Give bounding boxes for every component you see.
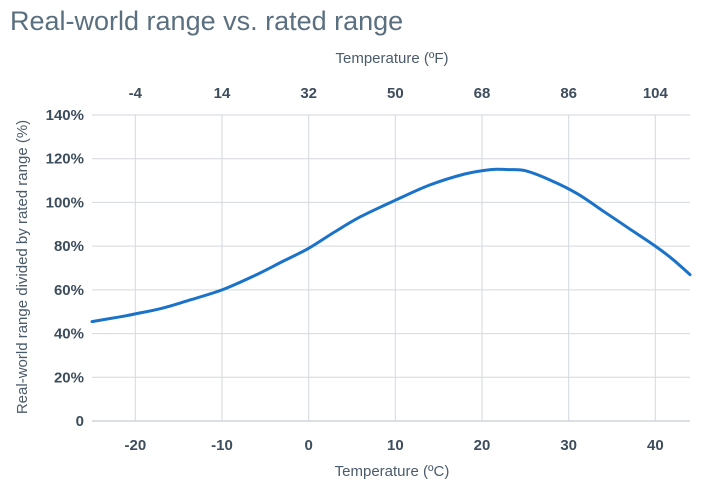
x2-axis-ticks: -4 14 32 50 68 86 104 bbox=[129, 85, 669, 102]
x-tick-label: -20 bbox=[124, 437, 146, 454]
x2-tick-label: 14 bbox=[214, 85, 231, 102]
x-tick-label: 10 bbox=[387, 437, 404, 454]
x-tick-label: 30 bbox=[560, 437, 577, 454]
x2-tick-label: 86 bbox=[560, 85, 577, 102]
x-tick-label: 40 bbox=[647, 437, 664, 454]
y-tick-label: 40% bbox=[54, 326, 84, 343]
x2-tick-label: 68 bbox=[474, 85, 491, 102]
x2-axis-title: Temperature (ºF) bbox=[335, 50, 448, 67]
y-tick-label: 20% bbox=[54, 369, 84, 386]
y-tick-label: 120% bbox=[46, 151, 84, 168]
x-tick-label: 0 bbox=[304, 437, 312, 454]
x2-tick-label: 104 bbox=[643, 85, 669, 102]
x-tick-label: 20 bbox=[474, 437, 491, 454]
grid-lines bbox=[92, 114, 690, 422]
x2-tick-label: 50 bbox=[387, 85, 404, 102]
y-axis-title: Real-world range divided by rated range … bbox=[14, 120, 31, 414]
x2-tick-label: 32 bbox=[300, 85, 317, 102]
x-tick-label: -10 bbox=[211, 437, 233, 454]
y-axis-ticks: 0 20% 40% 60% 80% 100% 120% 140% bbox=[46, 107, 84, 430]
x2-tick-label: -4 bbox=[129, 85, 143, 102]
x-axis-ticks: -20 -10 0 10 20 30 40 bbox=[124, 437, 663, 454]
range-series-line bbox=[90, 167, 692, 324]
y-tick-label: 100% bbox=[46, 194, 84, 211]
y-tick-label: 80% bbox=[54, 238, 84, 255]
y-tick-label: 60% bbox=[54, 282, 84, 299]
x-axis-title: Temperature (ºC) bbox=[335, 463, 450, 480]
y-tick-label: 140% bbox=[46, 107, 84, 124]
chart-title: Real-world range vs. rated range bbox=[10, 6, 404, 36]
y-tick-label: 0 bbox=[76, 413, 84, 430]
